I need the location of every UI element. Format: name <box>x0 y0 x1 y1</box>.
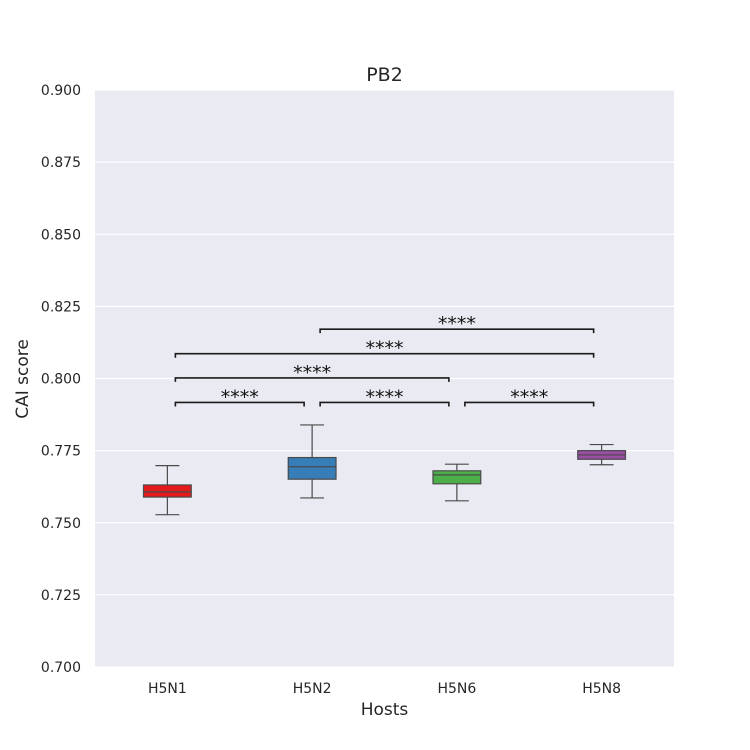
significance-brackets: **** **** **** **** **** **** <box>174 313 595 408</box>
gridlines <box>95 89 674 668</box>
significance-bracket: **** <box>319 386 450 408</box>
significance-label: **** <box>221 386 259 408</box>
box-body <box>142 484 192 498</box>
significance-label: **** <box>293 362 331 384</box>
x-tick-label: H5N2 <box>293 681 332 697</box>
significance-bracket: **** <box>319 313 595 335</box>
significance-label: **** <box>366 386 404 408</box>
box-series <box>142 424 627 516</box>
significance-label: **** <box>366 338 404 360</box>
significance-bracket: **** <box>464 386 595 408</box>
y-axis-ticks: 0.700 0.725 0.750 0.775 0.800 0.825 0.850 0.875… <box>41 83 81 676</box>
box-h5n1 <box>142 465 192 516</box>
significance-bracket: **** <box>174 362 450 384</box>
significance-bracket: **** <box>174 386 305 408</box>
y-tick-label: 0.875 <box>41 155 81 171</box>
bracket-line <box>464 401 595 407</box>
x-axis-title: Hosts <box>361 700 409 720</box>
bracket-line <box>174 352 595 358</box>
significance-bracket: **** <box>174 338 595 360</box>
bracket-line <box>319 328 595 334</box>
significance-label: **** <box>438 313 476 335</box>
box-h5n8 <box>577 443 627 466</box>
bracket-line <box>174 401 305 407</box>
bracket-line <box>174 377 450 382</box>
y-tick-label: 0.775 <box>41 444 81 460</box>
box-body <box>432 470 482 485</box>
x-axis-ticks: H5N1 H5N2 H5N6 H5N8 <box>148 681 621 697</box>
x-tick-label: H5N8 <box>582 681 621 697</box>
x-tick-label: H5N1 <box>148 681 187 697</box>
y-tick-label: 0.725 <box>41 588 81 604</box>
x-tick-label: H5N6 <box>437 681 476 697</box>
y-tick-label: 0.900 <box>41 83 81 99</box>
chart-title: PB2 <box>366 64 403 86</box>
y-tick-label: 0.850 <box>41 227 81 243</box>
box-h5n6 <box>432 463 482 502</box>
y-tick-label: 0.825 <box>41 299 81 315</box>
box-body <box>287 456 337 480</box>
y-tick-label: 0.750 <box>41 516 81 532</box>
bracket-line <box>319 401 450 407</box>
significance-label: **** <box>510 386 548 408</box>
y-tick-label: 0.800 <box>41 372 81 388</box>
y-tick-label: 0.700 <box>41 660 81 676</box>
y-axis-title: CAI score <box>13 339 33 419</box>
box-h5n2 <box>287 424 337 499</box>
